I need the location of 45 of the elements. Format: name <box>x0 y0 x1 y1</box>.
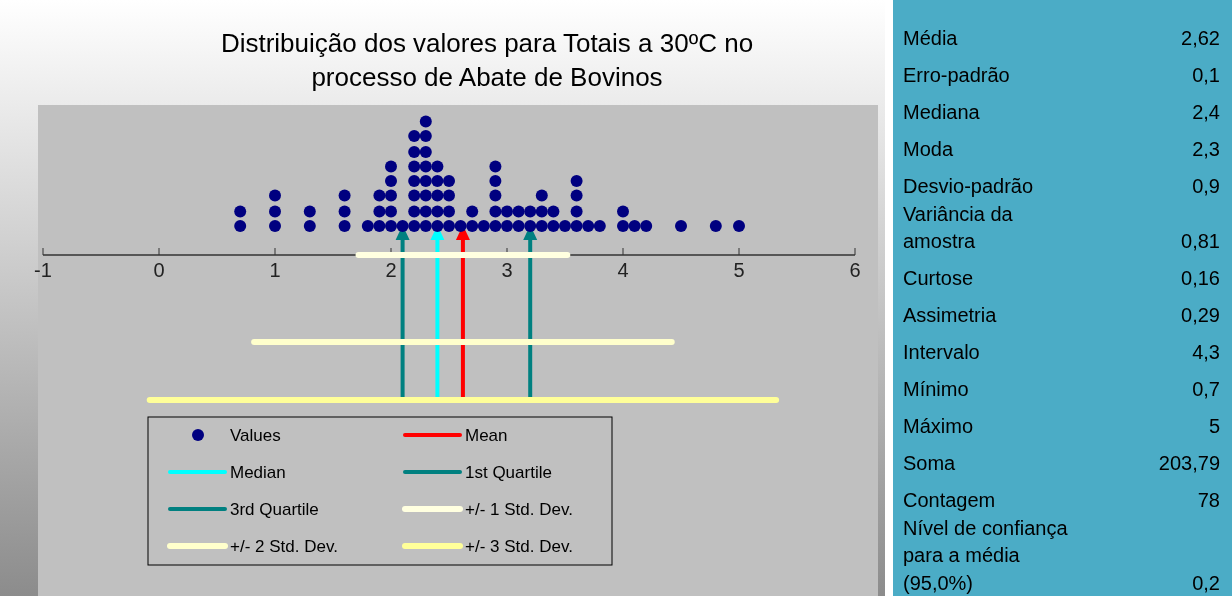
category-label: Mínimo <box>903 378 969 400</box>
text: 0,16 <box>1181 267 1220 289</box>
text: 2,3 <box>1192 138 1220 160</box>
category-label: Moda <box>903 138 954 160</box>
chart-title: Distribuição dos valores para Totais a 30ºC no processo de Abate de Bovinos <box>220 28 754 92</box>
category-label: Curtose <box>903 267 974 289</box>
category-label: Intervalo <box>903 341 980 363</box>
legend-label: Values <box>230 426 281 445</box>
category-label: Erro-padrão <box>903 64 1010 86</box>
category-label: Contagem <box>903 489 996 511</box>
x-tick-label: 1 <box>269 259 281 281</box>
category-label: Máximo <box>903 415 974 437</box>
legend-label: Median <box>230 463 286 482</box>
category-label: Desvio-padrão <box>903 175 1034 197</box>
category-label: Nível de confiança para a média (95,0%) <box>903 516 1069 594</box>
text: 0,81 <box>1181 230 1220 252</box>
x-tick-label: 6 <box>849 259 861 281</box>
x-tick-label: 2 <box>385 259 397 281</box>
legend-label: 1st Quartile <box>465 463 552 482</box>
legend-label: +/- 2 Std. Dev. <box>230 537 338 556</box>
text: 4,3 <box>1192 341 1220 363</box>
legend-label: +/- 1 Std. Dev. <box>465 500 573 519</box>
category-label: Soma <box>903 452 957 474</box>
text: 78 <box>1197 489 1220 511</box>
x-tick-label: -1 <box>34 259 52 281</box>
legend-label: Mean <box>465 426 508 445</box>
x-tick-label: 0 <box>153 259 165 281</box>
category-label: Assimetria <box>903 304 998 326</box>
legend-label: +/- 3 Std. Dev. <box>465 537 573 556</box>
text: 0,2 <box>1192 571 1220 594</box>
text: 203,79 <box>1158 452 1220 474</box>
x-tick-label: 3 <box>501 259 513 281</box>
text: 2,62 <box>1181 27 1220 49</box>
text: 0,29 <box>1181 304 1220 326</box>
text: 0,7 <box>1192 378 1220 400</box>
text: 0,1 <box>1192 64 1220 86</box>
text: 5 <box>1208 415 1220 437</box>
legend-label: 3rd Quartile <box>230 500 319 519</box>
category-label: Média <box>903 27 959 49</box>
text: 2,4 <box>1192 101 1220 123</box>
x-tick-label: 5 <box>733 259 745 281</box>
category-label: Mediana <box>903 101 981 123</box>
category-label: Variância da amostra <box>903 202 1014 252</box>
text: 0,9 <box>1192 175 1220 197</box>
x-tick-label: 4 <box>617 259 629 281</box>
